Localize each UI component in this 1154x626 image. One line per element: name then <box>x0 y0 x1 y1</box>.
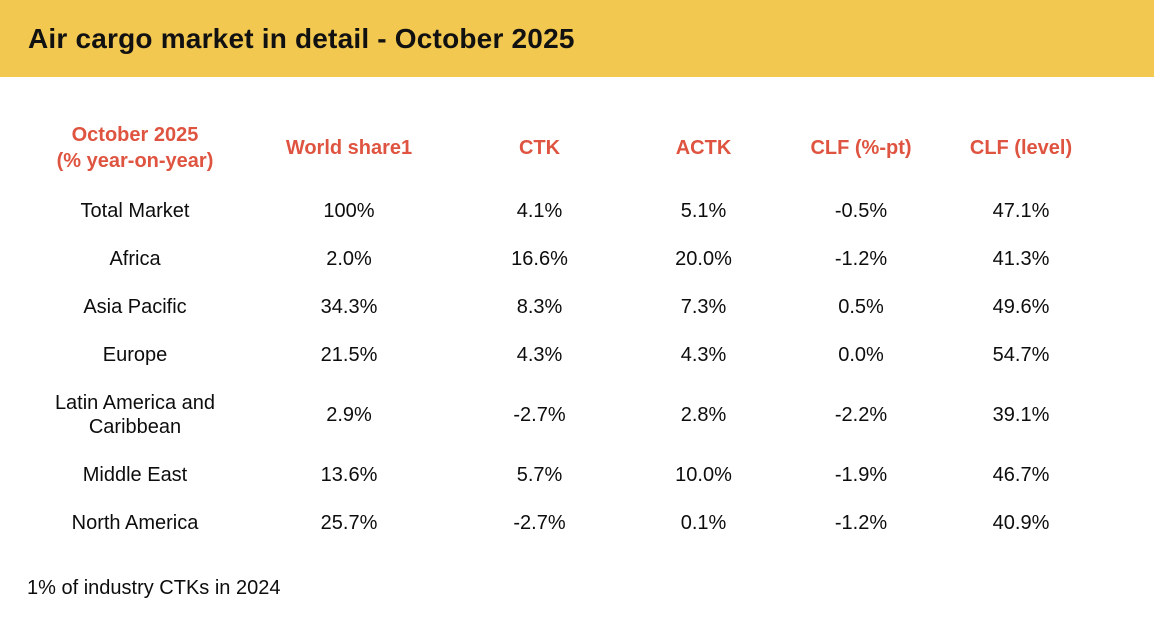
cell-clf-level: 39.1% <box>992 404 1050 426</box>
cell-clf-pt: -1.2% <box>834 511 888 534</box>
cell-actk: 5.1% <box>680 199 727 222</box>
cell-world-share: 21.5% <box>320 343 378 366</box>
cell-clf-level: 40.9% <box>992 511 1050 534</box>
table-row-africa: Africa 2.0% 16.6% 20.0% -1.2% 41.3% <box>20 235 1096 283</box>
cell-clf-level: 47.1% <box>992 199 1050 222</box>
cell-region: Latin America and Caribbean <box>54 392 216 438</box>
table-row-latin-america-caribbean: Latin America and Caribbean 2.9% -2.7% 2… <box>20 379 1096 451</box>
cell-clf-pt: -2.2% <box>834 404 888 426</box>
header-actk: ACTK <box>675 137 732 159</box>
cell-world-share: 13.6% <box>320 463 378 486</box>
header-world-share: World share1 <box>285 137 413 159</box>
cell-clf-pt: -1.9% <box>834 463 888 486</box>
cell-world-share: 2.0% <box>326 247 372 270</box>
title-banner: Air cargo market in detail - October 202… <box>0 0 1154 77</box>
cell-world-share: 100% <box>323 199 375 222</box>
cell-world-share: 25.7% <box>320 511 378 534</box>
table-row-europe: Europe 21.5% 4.3% 4.3% 0.0% 54.7% <box>20 331 1096 379</box>
cell-actk: 10.0% <box>675 463 732 486</box>
cell-region: Middle East <box>82 463 188 486</box>
footnote: 1% of industry CTKs in 2024 <box>27 577 281 599</box>
header-period: October 2025 (% year-on-year) <box>20 109 250 187</box>
header-clf-pt: CLF (%-pt) <box>810 137 912 159</box>
cell-actk: 7.3% <box>680 295 727 318</box>
header-ctk: CTK <box>518 137 561 159</box>
cell-ctk: 8.3% <box>516 295 563 318</box>
cell-region: Europe <box>102 343 168 366</box>
cell-region: Asia Pacific <box>83 295 187 318</box>
table-row-total-market: Total Market 100% 4.1% 5.1% -0.5% 47.1% <box>20 187 1096 235</box>
cell-ctk: 5.7% <box>516 463 563 486</box>
cell-region: Total Market <box>80 199 190 222</box>
cell-clf-pt: -0.5% <box>834 199 888 222</box>
cell-actk: 2.8% <box>680 404 727 426</box>
table-section: October 2025 (% year-on-year) World shar… <box>0 77 1154 600</box>
cell-ctk: 16.6% <box>511 247 568 270</box>
table-header-row: October 2025 (% year-on-year) World shar… <box>20 109 1096 187</box>
cell-actk: 0.1% <box>680 511 727 534</box>
cell-clf-level: 49.6% <box>992 295 1050 318</box>
air-cargo-table: October 2025 (% year-on-year) World shar… <box>20 109 1096 547</box>
cell-region: North America <box>71 511 199 534</box>
header-period-line1: October 2025 <box>71 124 199 146</box>
table-row-middle-east: Middle East 13.6% 5.7% 10.0% -1.9% 46.7% <box>20 451 1096 499</box>
cell-region: Africa <box>109 247 161 270</box>
table-row-north-america: North America 25.7% -2.7% 0.1% -1.2% 40.… <box>20 499 1096 547</box>
cell-clf-level: 54.7% <box>992 343 1050 366</box>
cell-ctk: -2.7% <box>513 404 566 426</box>
cell-clf-pt: 0.0% <box>838 343 884 366</box>
page-title: Air cargo market in detail - October 202… <box>28 22 575 54</box>
cell-ctk: 4.1% <box>516 199 563 222</box>
cell-actk: 20.0% <box>675 247 732 270</box>
header-period-line2: (% year-on-year) <box>56 150 214 172</box>
header-clf-level: CLF (level) <box>969 137 1073 159</box>
table-row-asia-pacific: Asia Pacific 34.3% 8.3% 7.3% 0.5% 49.6% <box>20 283 1096 331</box>
cell-ctk: 4.3% <box>516 343 563 366</box>
cell-world-share: 2.9% <box>326 404 372 426</box>
cell-clf-pt: 0.5% <box>838 295 884 318</box>
cell-clf-level: 46.7% <box>992 463 1050 486</box>
cell-world-share: 34.3% <box>320 295 378 318</box>
cell-ctk: -2.7% <box>513 511 566 534</box>
cell-clf-pt: -1.2% <box>834 247 888 270</box>
cell-actk: 4.3% <box>680 343 727 366</box>
cell-clf-level: 41.3% <box>992 247 1050 270</box>
